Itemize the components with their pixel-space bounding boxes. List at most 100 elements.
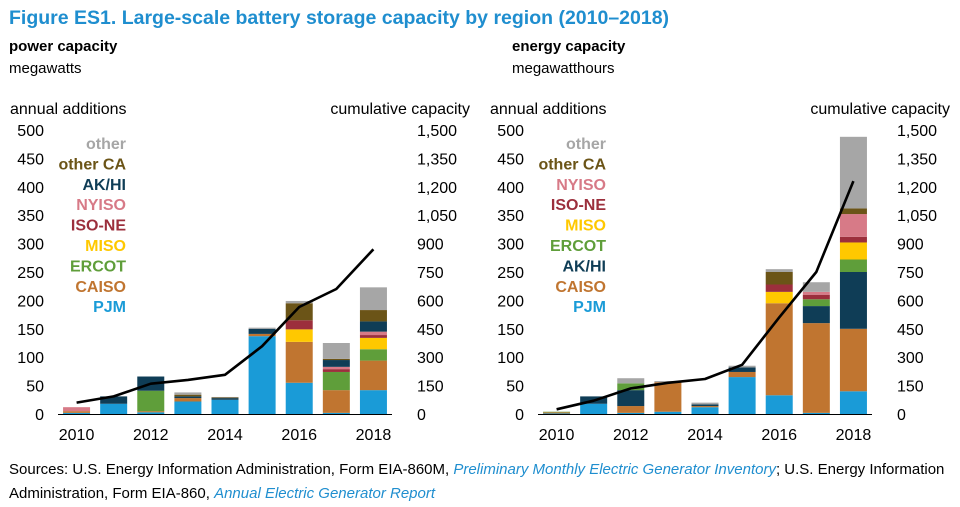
- bar-segment-ak-hi: [248, 328, 276, 334]
- x-axis-tick: 2016: [761, 427, 797, 444]
- cumulative-capacity-line: [556, 180, 855, 411]
- left-axis-tick: 350: [497, 208, 524, 225]
- right-axis-tick: 1,050: [897, 208, 937, 225]
- right-axis-title: cumulative capacity: [810, 101, 950, 118]
- left-axis-tick: 150: [497, 322, 524, 339]
- bar-segment-pjm: [654, 411, 682, 414]
- bar-segment-pjm: [543, 413, 571, 414]
- bar-segment-pjm: [174, 401, 202, 414]
- bar-segment-ercot: [322, 371, 350, 391]
- bar-segment-caiso: [174, 398, 202, 402]
- left-axis-tick: 400: [17, 180, 44, 197]
- left-axis-tick: 350: [17, 208, 44, 225]
- legend-item-other: other: [86, 136, 126, 153]
- bar-segment-miso: [285, 329, 313, 342]
- legend-item-caiso: CAISO: [75, 279, 126, 296]
- bar-segment-caiso: [654, 382, 682, 412]
- bar-segment-pjm: [63, 412, 91, 414]
- bar-segment-ak-hi: [617, 390, 645, 407]
- x-axis-tick: 2012: [133, 427, 169, 444]
- left-axis-tick: 250: [497, 265, 524, 282]
- bar-segment-miso: [765, 291, 793, 304]
- sources-middle: ; U.S. Energy Information Administration…: [9, 461, 945, 502]
- x-axis-tick: 2018: [836, 427, 872, 444]
- left-axis-tick: 500: [497, 123, 524, 140]
- bar-segment-pjm: [322, 412, 350, 414]
- bar-segment-miso: [839, 242, 867, 260]
- legend-item-other: other: [566, 136, 606, 153]
- right-axis-tick: 600: [417, 293, 444, 310]
- power-capacity-chart: annual additions cumulative capacity 0 50 10…: [10, 101, 470, 444]
- bar-segment-other-ca: [839, 208, 867, 215]
- legend-item-ercot: ERCOT: [550, 238, 606, 255]
- right-axis-tick: 1,350: [417, 151, 457, 168]
- left-axis-tick: 300: [497, 237, 524, 254]
- left-axis-tick: 50: [26, 379, 44, 396]
- left-panel-units: megawatts: [9, 60, 82, 77]
- legend-item-iso-ne: ISO-NE: [71, 218, 126, 235]
- bar-segment-ak-hi: [211, 398, 239, 400]
- legend-item-nyiso: NYISO: [556, 177, 606, 194]
- bar-segment-ak-hi: [322, 360, 350, 367]
- legend-item-ercot: ERCOT: [70, 258, 126, 275]
- bar-segment-iso-ne: [839, 236, 867, 243]
- x-axis-tick: 2016: [281, 427, 317, 444]
- x-axis-tick: 2010: [539, 427, 575, 444]
- bar-segment-caiso: [137, 411, 165, 413]
- bar-segment-other-ca: [285, 303, 313, 321]
- bar-segment-other-ca: [211, 397, 239, 399]
- right-axis-tick: 1,350: [897, 151, 937, 168]
- x-axis-tick: 2010: [59, 427, 95, 444]
- bar-segment-caiso: [728, 371, 756, 378]
- left-axis-tick: 100: [497, 350, 524, 367]
- left-panel-heading: power capacity: [9, 38, 118, 55]
- sources-prefix: Sources: U.S. Energy Information Adminis…: [9, 461, 454, 478]
- right-panel-heading: energy capacity: [512, 38, 626, 55]
- bar-segment-pjm: [100, 403, 128, 414]
- left-panel-header: power capacity megawatts: [9, 36, 117, 80]
- right-axis-tick: 900: [417, 237, 444, 254]
- bar-segment-other: [617, 378, 645, 384]
- bar-segment-caiso: [691, 406, 719, 408]
- left-axis-tick: 0: [515, 407, 524, 424]
- source-link-annual-report[interactable]: Annual Electric Generator Report: [214, 485, 436, 502]
- bar-segment-other-ca: [174, 394, 202, 397]
- right-axis-tick: 450: [897, 322, 924, 339]
- x-axis-tick: 2014: [207, 427, 243, 444]
- bar-segment-other-ca: [322, 358, 350, 361]
- x-axis-tick: 2012: [613, 427, 649, 444]
- x-axis-tick: 2018: [356, 427, 392, 444]
- bar-segment-other: [174, 392, 202, 395]
- left-axis-tick: 50: [506, 379, 524, 396]
- bar-segment-caiso: [543, 412, 571, 414]
- bar-segment-pjm: [617, 412, 645, 414]
- legend-item-iso-ne: ISO-NE: [551, 197, 606, 214]
- legend-item-other-ca: other CA: [58, 156, 126, 173]
- bar-segment-caiso: [248, 333, 276, 337]
- right-panel-header: energy capacity megawatthours: [512, 36, 625, 80]
- left-axis-tick: 450: [17, 151, 44, 168]
- bar-segment-caiso: [617, 406, 645, 413]
- bar-segment-other: [359, 287, 387, 311]
- bar-segment-iso-ne: [285, 320, 313, 330]
- left-axis-tick: 300: [17, 237, 44, 254]
- bar-segment-other: [211, 396, 239, 398]
- right-axis-tick: 150: [897, 379, 924, 396]
- source-link-monthly-inventory[interactable]: Preliminary Monthly Electric Generator I…: [453, 461, 776, 478]
- bar-segment-other: [285, 300, 313, 304]
- bar-segment-pjm: [728, 377, 756, 414]
- bar-segment-nyiso: [63, 407, 91, 412]
- bar-segment-ak-hi: [359, 321, 387, 332]
- left-axis-tick: 450: [497, 151, 524, 168]
- sources-note: Sources: U.S. Energy Information Adminis…: [9, 458, 954, 506]
- bar-segment-ak-hi: [100, 396, 128, 404]
- bar-segment-ercot: [543, 411, 571, 413]
- bar-segment-ercot: [359, 349, 387, 361]
- bar-segment-pjm: [765, 395, 793, 414]
- bar-segment-ak-hi: [802, 306, 830, 324]
- left-axis-tick: 200: [497, 293, 524, 310]
- legend-item-other-ca: other CA: [538, 156, 606, 173]
- left-axis-tick: 150: [17, 322, 44, 339]
- figure-title: Figure ES1. Large-scale battery storage …: [9, 7, 670, 29]
- bar-segment-pjm: [248, 336, 276, 414]
